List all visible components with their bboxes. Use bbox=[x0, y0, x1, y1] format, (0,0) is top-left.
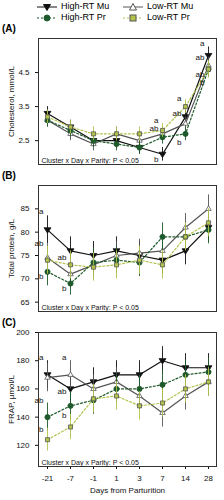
svg-text:-21: -21 bbox=[42, 474, 54, 483]
svg-text:180: 180 bbox=[16, 356, 30, 365]
svg-text:65: 65 bbox=[21, 298, 30, 307]
svg-text:a: a bbox=[177, 94, 182, 103]
svg-text:Cluster x Day x Parity: P < 0.: Cluster x Day x Parity: P < 0.05 bbox=[42, 304, 139, 312]
html-text:(C): (C) bbox=[2, 317, 16, 328]
svg-text:b: b bbox=[200, 78, 205, 87]
html-text:Low-RT Pr: Low-RT Pr bbox=[147, 12, 190, 22]
svg-text:-7: -7 bbox=[67, 474, 75, 483]
svg-text:Total protein, g/L: Total protein, g/L bbox=[7, 218, 16, 278]
html-text:High-RT Pr: High-RT Pr bbox=[61, 12, 106, 22]
svg-text:a: a bbox=[200, 39, 205, 48]
svg-text:85: 85 bbox=[21, 204, 30, 213]
svg-text:b: b bbox=[177, 138, 182, 147]
svg-text:ab: ab bbox=[150, 124, 159, 133]
svg-text:14: 14 bbox=[181, 474, 190, 483]
svg-text:ab: ab bbox=[195, 69, 205, 79]
svg-text:140: 140 bbox=[16, 413, 30, 422]
svg-text:ab: ab bbox=[35, 239, 44, 248]
svg-text:Cluster x Day x Parity: P < 0.: Cluster x Day x Parity: P < 0.05 bbox=[42, 157, 139, 165]
svg-text:ab: ab bbox=[58, 253, 67, 262]
svg-text:3.5: 3.5 bbox=[18, 102, 30, 111]
svg-text:b: b bbox=[62, 411, 67, 420]
svg-text:3: 3 bbox=[137, 474, 142, 483]
svg-text:a: a bbox=[39, 353, 44, 362]
svg-text:ab: ab bbox=[58, 387, 67, 396]
svg-text:Cluster x Day x Parity: P < 0.: Cluster x Day x Parity: P < 0.05 bbox=[42, 459, 139, 467]
svg-text:4.5: 4.5 bbox=[18, 68, 30, 77]
svg-text:75: 75 bbox=[21, 251, 30, 260]
svg-text:Cholesterol, mmol/L: Cholesterol, mmol/L bbox=[7, 65, 16, 137]
svg-text:b: b bbox=[62, 284, 67, 293]
svg-text:b: b bbox=[39, 272, 44, 281]
svg-text:1: 1 bbox=[114, 474, 119, 483]
svg-text:160: 160 bbox=[16, 384, 30, 393]
svg-text:a: a bbox=[39, 207, 44, 216]
svg-text:ab: ab bbox=[173, 109, 182, 118]
svg-text:7: 7 bbox=[160, 474, 165, 483]
svg-text:28: 28 bbox=[204, 474, 213, 483]
svg-text:b: b bbox=[154, 155, 159, 164]
svg-text:80: 80 bbox=[21, 228, 30, 237]
html-text:Low-RT Mu: Low-RT Mu bbox=[147, 1, 194, 11]
svg-text:ab: ab bbox=[35, 396, 44, 405]
svg-text:Days from Parturition: Days from Parturition bbox=[90, 486, 165, 495]
html-text:(A): (A) bbox=[2, 23, 16, 34]
svg-text:70: 70 bbox=[21, 274, 30, 283]
html-text:High-RT Mu: High-RT Mu bbox=[61, 1, 110, 11]
svg-text:-1: -1 bbox=[90, 474, 98, 483]
html-text:(B): (B) bbox=[2, 170, 16, 181]
svg-text:2.5: 2.5 bbox=[18, 136, 30, 145]
svg-text:a: a bbox=[154, 115, 159, 125]
svg-text:200: 200 bbox=[16, 328, 30, 337]
svg-text:b: b bbox=[39, 425, 44, 434]
svg-text:FRAP, µmol/L: FRAP, µmol/L bbox=[7, 374, 16, 423]
svg-text:a: a bbox=[62, 353, 67, 362]
svg-text:ab: ab bbox=[196, 53, 205, 62]
svg-text:120: 120 bbox=[16, 441, 30, 450]
